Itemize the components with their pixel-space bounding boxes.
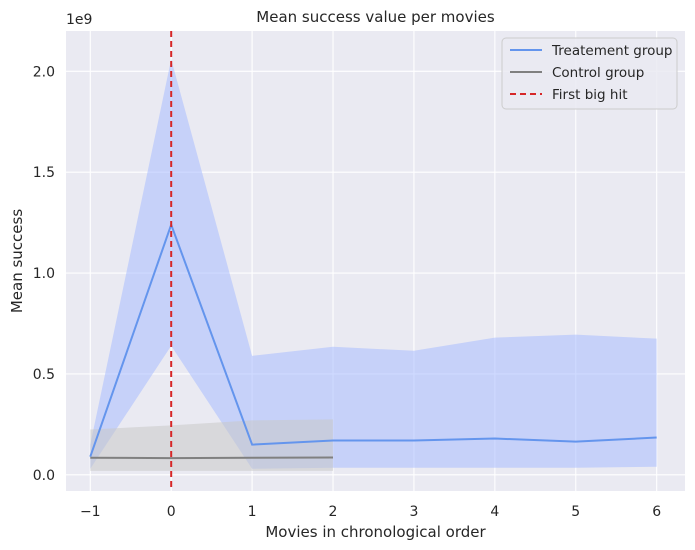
legend-box [501,37,678,110]
y-tick-label: 1.5 [33,165,55,181]
y-tick-label: 1.0 [33,266,55,282]
x-tick-label: 2 [329,504,338,520]
x-tick-label: 6 [652,504,661,520]
y-tick-label: 0.0 [33,468,55,484]
legend-label: First big hit [552,87,627,103]
legend-label: Treatement group [551,43,673,59]
x-tick-label: 5 [571,504,580,520]
chart-title: Mean success value per movies [256,8,495,26]
y-axis-label: Mean success [8,209,26,313]
legend: Treatement group Control group First big h… [501,37,678,110]
y-offset-text: 1e9 [66,12,92,28]
x-tick-label: 1 [248,504,257,520]
x-tick-label: −1 [80,504,101,520]
x-axis-label: Movies in chronological order [265,523,486,541]
x-tick-label: 4 [490,504,499,520]
series-lines [89,31,657,491]
y-tick-label: 2.0 [33,64,55,80]
y-tick-label: 0.5 [33,367,55,383]
confidence-band [90,59,657,469]
legend-label: Control group [552,65,644,81]
series-line [89,221,657,458]
series-line [90,456,334,460]
x-tick-label: 0 [167,504,176,520]
tick-labels: −1 0 1 2 3 4 5 6 0.0 0.5 1.0 1.5 2.0 [33,64,661,520]
x-tick-label: 3 [409,504,418,520]
